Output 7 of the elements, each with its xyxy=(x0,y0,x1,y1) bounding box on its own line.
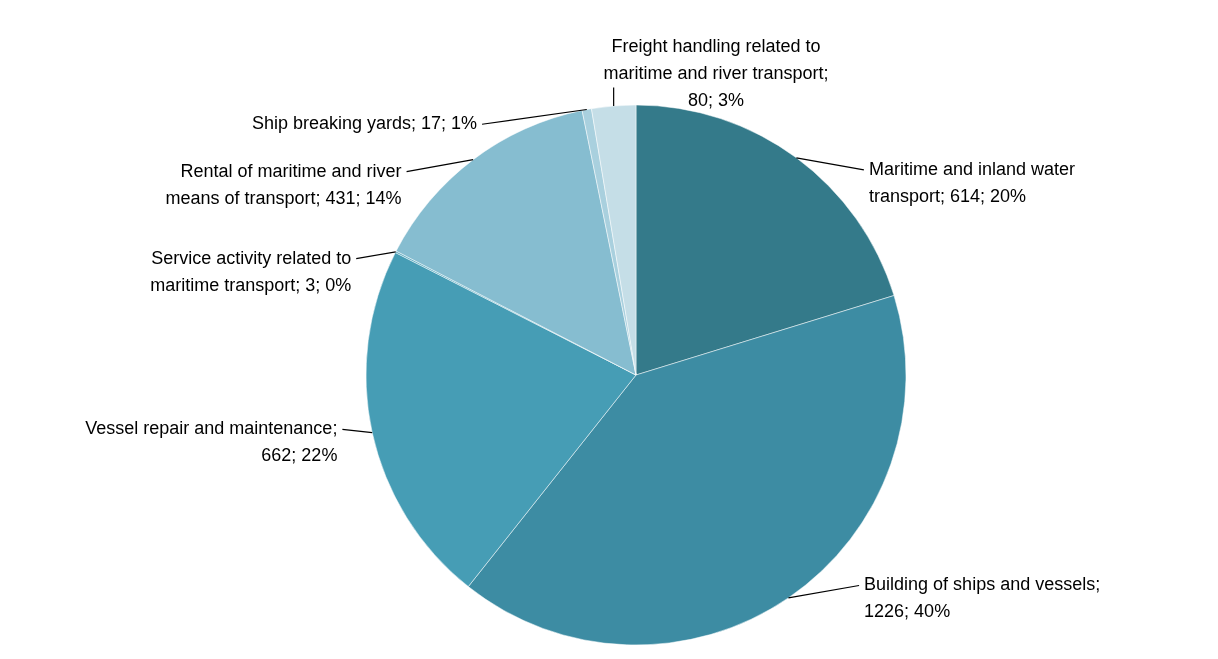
slice-label: Building of ships and vessels; 1226; 40% xyxy=(864,574,1101,622)
slice-label: Vessel repair and maintenance; 662; 22% xyxy=(85,418,338,466)
slice-label: Rental of maritime and river means of transport; 431; 14% xyxy=(165,160,402,208)
slice-label: Maritime and inland water transport; 614; 20% xyxy=(868,158,1075,206)
slice-label: Service activity related to maritime transport; 3; 0% xyxy=(150,247,352,295)
slice-label: Ship breaking yards; 17; 1% xyxy=(251,113,478,134)
slice-label: Freight handling related to maritime and river transport; 80; 3% xyxy=(603,36,829,110)
